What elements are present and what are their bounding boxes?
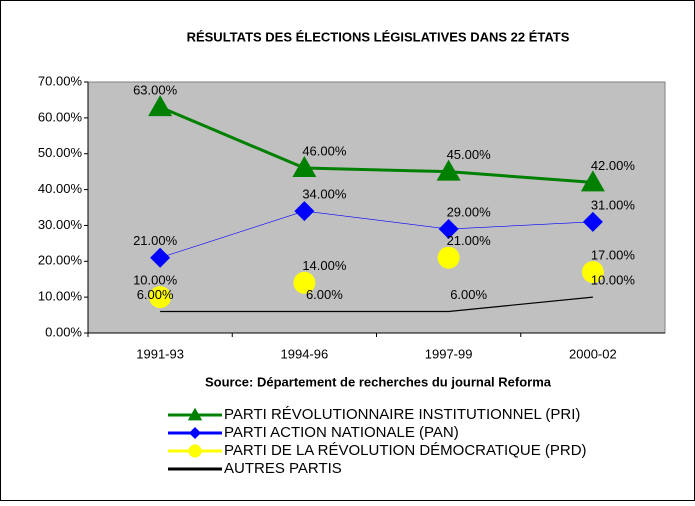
y-tick-label: 30.00%	[38, 217, 83, 232]
marker	[436, 159, 461, 181]
x-tick-label: 1997-99	[425, 346, 473, 361]
y-tick-label: 70.00%	[38, 73, 83, 88]
series-line	[159, 105, 593, 184]
x-tick-label: 1994-96	[281, 346, 329, 361]
data-label: 46.00%	[302, 143, 347, 158]
data-label: 29.00%	[447, 204, 492, 219]
plot-area	[87, 81, 666, 334]
y-tick-label: 60.00%	[38, 109, 83, 124]
marker	[293, 271, 316, 294]
chart-title: RÉSULTATS DES ÉLECTIONS LÉGISLATIVES DAN…	[187, 29, 570, 44]
y-tick-label: 40.00%	[38, 181, 83, 196]
y-tick-label: 0.00%	[45, 324, 82, 339]
marker	[149, 286, 172, 309]
marker	[148, 95, 173, 117]
legend-label: PARTI DE LA RÉVOLUTION DÉMOCRATIQUE (PRD…	[224, 442, 587, 459]
data-label: 10.00%	[133, 273, 178, 288]
series-line	[160, 210, 593, 258]
data-label: 31.00%	[591, 197, 636, 212]
marker	[438, 219, 459, 240]
series-line	[160, 296, 593, 313]
data-label: 45.00%	[447, 147, 492, 162]
marker	[150, 247, 171, 268]
data-label: 10.00%	[591, 273, 636, 288]
marker	[437, 246, 460, 269]
data-label: 6.00%	[137, 287, 174, 302]
data-label: 6.00%	[450, 287, 487, 302]
data-label: 17.00%	[591, 247, 636, 262]
y-tick-label: 10.00%	[38, 289, 83, 304]
data-label: 21.00%	[133, 233, 178, 248]
marker	[188, 444, 202, 458]
marker	[294, 201, 315, 222]
marker	[580, 170, 605, 192]
data-label: 42.00%	[591, 158, 636, 173]
legend-label: PARTI RÉVOLUTIONNAIRE INSTITUTIONNEL (PR…	[224, 406, 580, 423]
legend-label: PARTI ACTION NATIONALE (PAN)	[224, 424, 459, 441]
x-tick-label: 2000-02	[569, 346, 617, 361]
marker	[582, 211, 603, 232]
marker	[581, 261, 604, 284]
marker	[187, 407, 203, 421]
data-label: 6.00%	[306, 287, 343, 302]
marker	[292, 156, 317, 178]
x-tick-label: 1991-93	[136, 346, 184, 361]
y-tick-label: 50.00%	[38, 145, 83, 160]
data-label: 34.00%	[302, 187, 347, 202]
data-label: 63.00%	[133, 83, 178, 98]
source-note: Source: Département de recherches du jou…	[205, 374, 552, 389]
legend-label: AUTRES PARTIS	[224, 460, 342, 477]
y-tick-label: 20.00%	[38, 253, 83, 268]
marker	[189, 427, 201, 439]
data-label: 14.00%	[302, 258, 347, 273]
data-label: 21.00%	[447, 233, 492, 248]
